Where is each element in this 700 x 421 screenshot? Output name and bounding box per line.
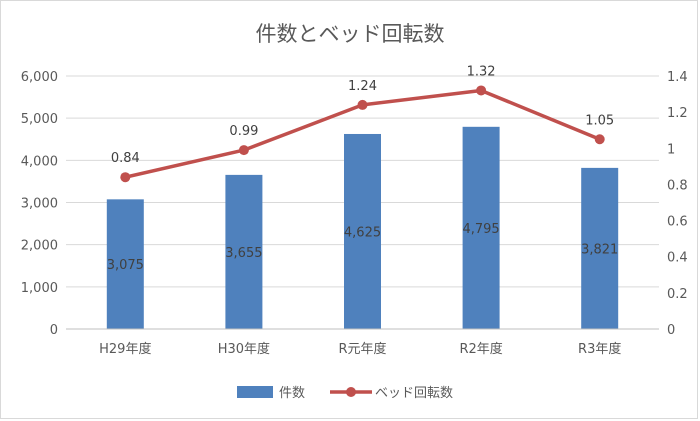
right-axis-tick-label: 0.6: [667, 215, 688, 230]
bar-data-label: 4,625: [344, 225, 381, 240]
legend: 件数 ベッド回転数: [237, 386, 453, 401]
bar-data-label: 3,075: [107, 258, 144, 273]
bar: [344, 133, 381, 329]
x-axis-tick-label: R元年度: [338, 341, 386, 357]
line-marker: [120, 172, 131, 183]
right-axis-tick-label: 1.4: [667, 70, 688, 85]
right-axis-tick-label: 0: [667, 323, 675, 338]
right-axis-tick-label: 0.8: [667, 178, 688, 193]
line-data-label: 0.84: [111, 151, 140, 166]
legend-label-line: ベッド回転数: [375, 386, 453, 401]
left-axis-tick-label: 0: [50, 323, 58, 338]
x-axis-tick-label: H29年度: [99, 341, 151, 357]
line-data-label: 1.24: [348, 79, 377, 94]
line-marker: [594, 134, 605, 145]
line-data-label: 0.99: [229, 124, 258, 139]
bar: [581, 167, 619, 329]
line-marker: [476, 85, 487, 96]
bar: [462, 126, 500, 329]
bar-data-label: 3,821: [581, 242, 618, 257]
chart-title: 件数とベッド回転数: [256, 22, 445, 46]
bar-data-label: 4,795: [462, 222, 499, 237]
bar-data-label: 3,655: [225, 246, 262, 261]
bar: [225, 174, 263, 329]
bar-data-labels: 3,075 3,655 4,625 4,795 3,821: [107, 222, 619, 273]
x-axis-tick-label: R3年度: [578, 341, 621, 357]
right-axis-tick-label: 0.4: [667, 251, 688, 266]
left-axis-tick-label: 2,000: [21, 239, 58, 254]
legend-swatch-bar: [237, 386, 273, 398]
line-marker: [238, 145, 249, 156]
line-data-label: 1.05: [585, 113, 614, 128]
legend-swatch-marker: [346, 387, 356, 397]
right-axis-tick-label: 0.2: [667, 287, 688, 302]
line-data-label: 1.32: [467, 64, 496, 79]
right-axis-tick-label: 1: [667, 142, 675, 157]
x-axis-tick-label: R2年度: [459, 341, 502, 357]
left-axis-tick-label: 3,000: [21, 197, 58, 212]
x-axis: H29年度 H30年度 R元年度 R2年度 R3年度: [66, 328, 659, 357]
line-series: [120, 85, 605, 183]
x-axis-tick-label: H30年度: [218, 341, 270, 357]
left-axis-tick-label: 5,000: [21, 112, 58, 127]
left-axis-tick-label: 6,000: [21, 70, 58, 85]
left-axis-tick-label: 1,000: [21, 281, 58, 296]
bars: [106, 126, 619, 329]
right-y-axis: 0 0.2 0.4 0.6 0.8 1 1.2 1.4: [667, 70, 688, 338]
line-marker: [357, 99, 368, 110]
bar: [106, 199, 144, 329]
line-data-labels: 0.84 0.99 1.24 1.32 1.05: [111, 64, 614, 166]
legend-label-bar: 件数: [279, 386, 305, 401]
right-axis-tick-label: 1.2: [667, 106, 688, 121]
left-y-axis: 0 1,000 2,000 3,000 4,000 5,000 6,000: [21, 70, 58, 338]
left-axis-tick-label: 4,000: [21, 154, 58, 169]
